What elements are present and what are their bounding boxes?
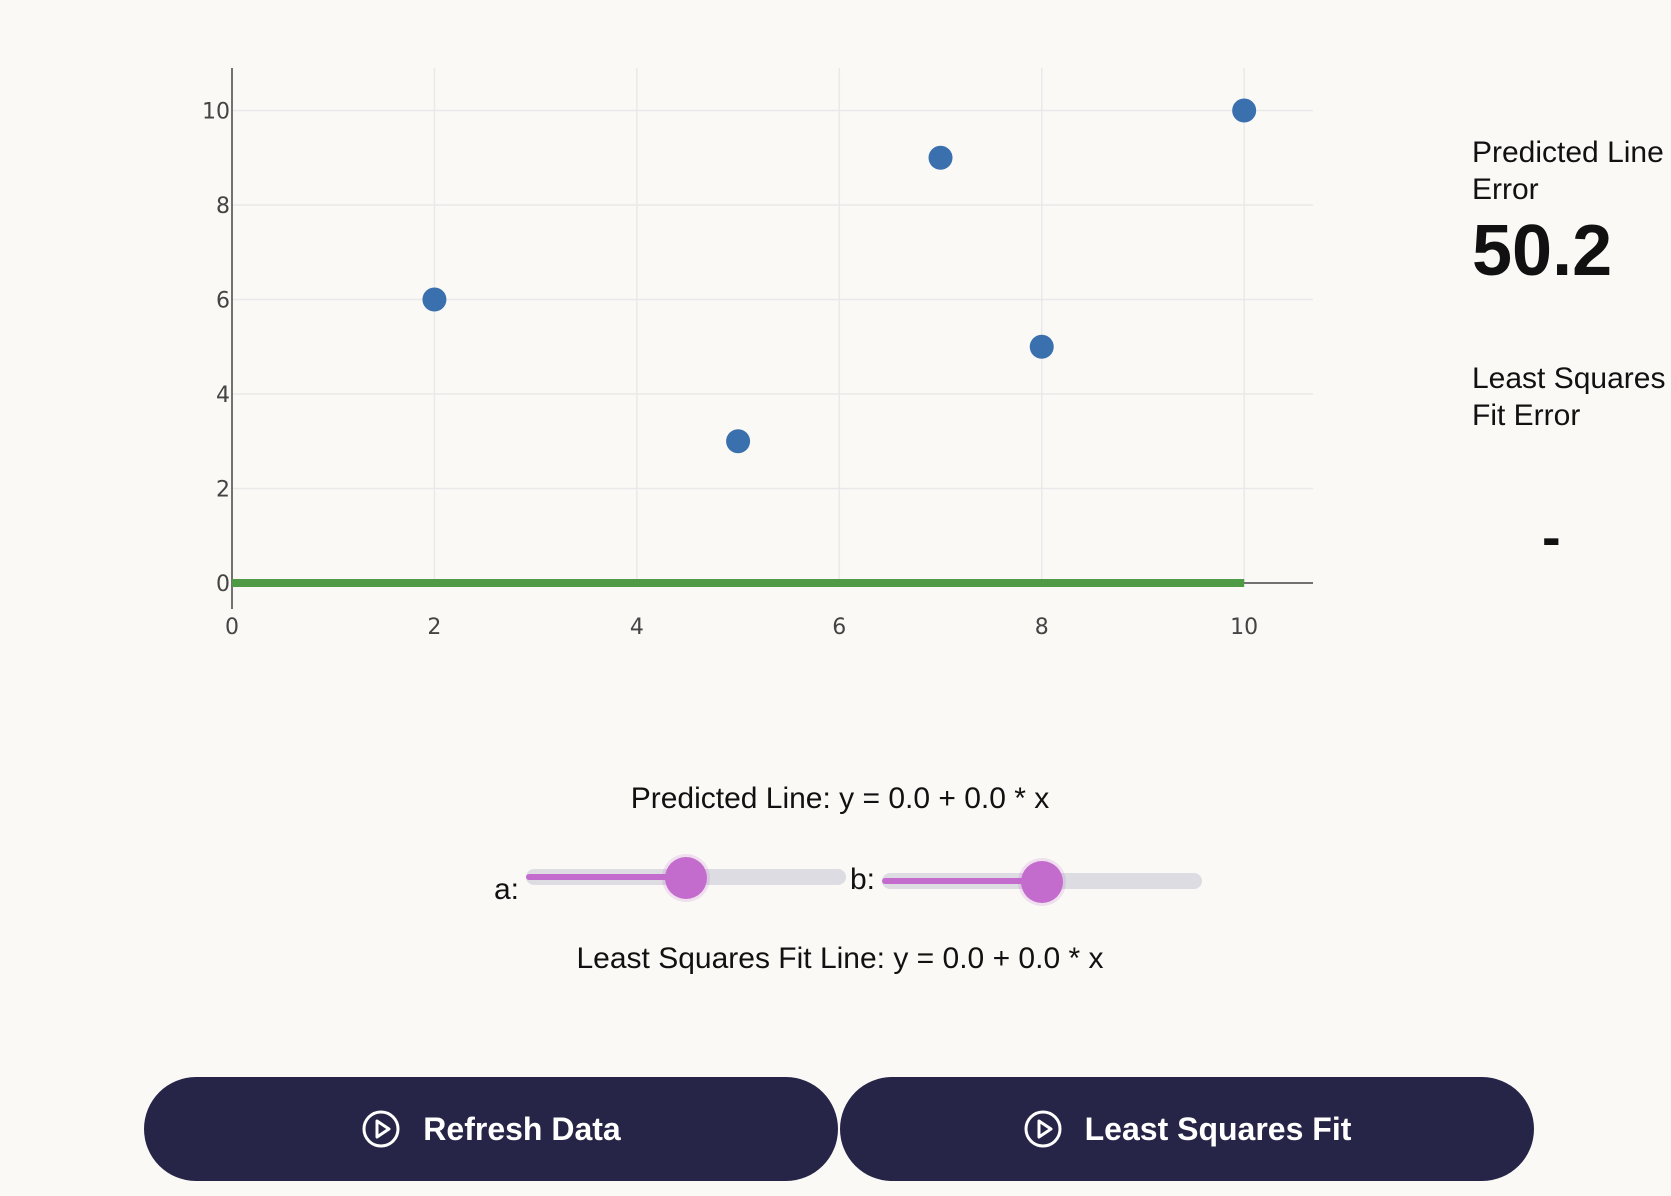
y-tick-label: 8 xyxy=(216,194,230,219)
predicted-line-equation: Predicted Line: y = 0.0 + 0.0 * x xyxy=(630,782,1050,815)
data-point xyxy=(1029,334,1054,359)
tick-layer: 0 2 4 6 8 10 0 2 4 6 8 10 xyxy=(202,100,1258,640)
data-point xyxy=(726,429,751,454)
play-circle-icon xyxy=(1024,1110,1062,1148)
slider-b-thumb[interactable] xyxy=(1021,861,1063,903)
x-tick-label: 0 xyxy=(225,615,239,640)
slider-a-thumb[interactable] xyxy=(665,857,707,899)
refresh-data-button[interactable]: Refresh Data xyxy=(144,1077,838,1181)
axis-layer xyxy=(231,68,1313,609)
data-point xyxy=(928,145,953,170)
least-squares-equation: Least Squares Fit Line: y = 0.0 + 0.0 * … xyxy=(576,942,1104,975)
slider-a-label: a: xyxy=(494,873,520,906)
data-point xyxy=(1232,98,1257,123)
x-tick-label: 10 xyxy=(1230,615,1258,640)
y-tick-label: 2 xyxy=(216,478,230,503)
y-tick-label: 0 xyxy=(216,572,230,597)
slider-b-fill xyxy=(882,878,1042,884)
slider-b[interactable] xyxy=(882,861,1202,903)
lsf-error-label: Least Squares Fit Error xyxy=(1472,362,1666,432)
y-tick-label: 6 xyxy=(216,289,230,314)
grid-layer xyxy=(232,68,1313,584)
predicted-error-value: 50.2 xyxy=(1472,211,1613,291)
slider-a-fill xyxy=(526,874,686,880)
play-circle-icon xyxy=(362,1110,400,1148)
predicted-error-label: Predicted Line Error xyxy=(1472,136,1664,206)
lsf-error-value: - xyxy=(1542,505,1561,568)
x-tick-label: 2 xyxy=(427,615,441,640)
data-point xyxy=(422,287,447,312)
slider-b-label: b: xyxy=(850,863,876,896)
least-squares-fit-button[interactable]: Least Squares Fit xyxy=(840,1077,1534,1181)
slider-a[interactable] xyxy=(526,857,846,899)
least-squares-fit-label: Least Squares Fit xyxy=(1084,1110,1352,1147)
x-tick-label: 4 xyxy=(630,615,644,640)
point-layer xyxy=(422,98,1257,454)
y-tick-label: 10 xyxy=(202,100,230,125)
y-tick-label: 4 xyxy=(216,383,230,408)
refresh-data-label: Refresh Data xyxy=(423,1110,621,1147)
scatter-chart: 0 2 4 6 8 10 0 2 4 6 8 10 xyxy=(202,68,1313,640)
error-panel: Predicted Line Error 50.2 Least Squares … xyxy=(1472,134,1667,568)
x-tick-label: 6 xyxy=(832,615,846,640)
x-tick-label: 8 xyxy=(1035,615,1049,640)
